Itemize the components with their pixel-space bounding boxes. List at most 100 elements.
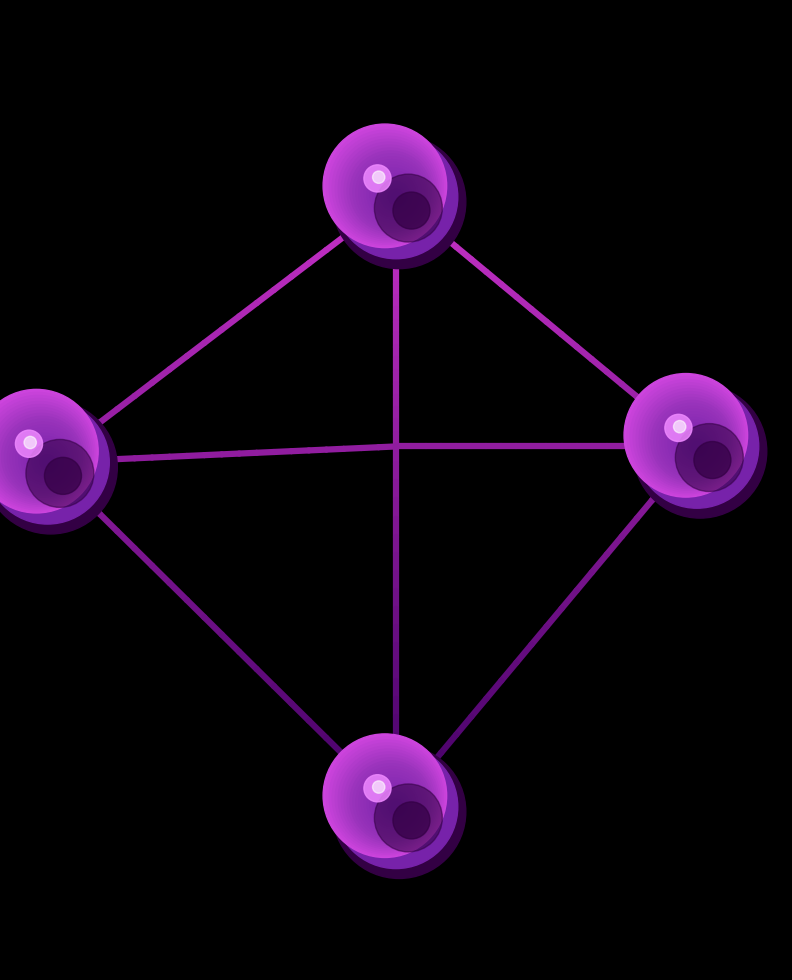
Circle shape [391,192,401,202]
Circle shape [665,415,722,472]
Circle shape [660,409,726,476]
Circle shape [19,433,71,486]
Circle shape [673,420,686,433]
Circle shape [350,151,431,232]
Circle shape [25,439,67,482]
Circle shape [362,772,424,834]
Circle shape [329,740,444,855]
Circle shape [341,142,436,237]
Circle shape [663,412,725,474]
Circle shape [645,395,736,485]
Circle shape [633,382,743,492]
Circle shape [389,189,403,204]
Circle shape [648,398,733,483]
Circle shape [375,784,442,852]
Circle shape [657,407,729,477]
Circle shape [333,135,466,269]
Circle shape [326,737,445,856]
Circle shape [373,784,416,826]
Circle shape [636,386,741,490]
Circle shape [0,401,109,524]
Circle shape [0,399,93,508]
Circle shape [334,745,458,868]
Circle shape [323,734,447,858]
Circle shape [634,385,767,518]
Circle shape [353,763,429,840]
Circle shape [356,766,428,838]
Circle shape [651,401,732,481]
Circle shape [334,135,458,259]
Circle shape [627,376,746,496]
Circle shape [26,439,93,508]
Circle shape [664,415,692,442]
Circle shape [347,148,432,234]
Circle shape [364,775,421,832]
Circle shape [654,404,730,479]
Circle shape [364,774,391,802]
Circle shape [323,124,447,248]
Circle shape [359,769,425,836]
Circle shape [370,781,417,828]
Circle shape [40,455,55,469]
Circle shape [0,389,98,513]
Circle shape [378,179,412,213]
Circle shape [639,389,739,489]
Circle shape [362,163,424,224]
Circle shape [367,778,420,830]
Circle shape [630,379,744,494]
Circle shape [383,794,408,818]
Circle shape [375,174,442,242]
Circle shape [668,417,721,470]
Circle shape [676,426,714,465]
Circle shape [338,139,438,239]
Circle shape [326,127,445,246]
Circle shape [35,450,59,474]
Circle shape [364,166,421,222]
Circle shape [373,173,416,217]
Circle shape [44,458,82,494]
Circle shape [359,160,425,226]
Circle shape [0,411,86,501]
Circle shape [690,439,704,454]
Circle shape [0,405,89,505]
Circle shape [347,758,432,844]
Circle shape [0,414,84,499]
Circle shape [341,752,436,847]
Circle shape [356,157,428,228]
Circle shape [353,154,429,230]
Circle shape [383,184,408,209]
Circle shape [7,422,79,494]
Circle shape [364,165,391,192]
Circle shape [684,434,709,458]
Circle shape [37,453,57,471]
Circle shape [694,442,731,478]
Circle shape [335,136,440,241]
Circle shape [32,447,61,476]
Circle shape [692,442,702,452]
Circle shape [10,425,77,492]
Circle shape [13,428,75,490]
Circle shape [15,430,43,458]
Circle shape [378,789,412,822]
Circle shape [0,401,117,534]
Circle shape [386,797,406,816]
Circle shape [370,171,417,219]
Circle shape [16,430,73,488]
Circle shape [333,745,466,878]
Circle shape [29,445,63,478]
Circle shape [2,416,82,497]
Circle shape [682,431,710,460]
Circle shape [393,802,430,839]
Circle shape [345,755,435,846]
Circle shape [338,749,438,849]
Circle shape [5,419,81,496]
Circle shape [0,402,91,506]
Circle shape [679,428,713,463]
Circle shape [372,172,385,183]
Circle shape [0,396,95,510]
Circle shape [391,802,401,811]
Circle shape [375,176,413,215]
Circle shape [375,786,413,824]
Circle shape [635,385,759,509]
Circle shape [671,420,718,468]
